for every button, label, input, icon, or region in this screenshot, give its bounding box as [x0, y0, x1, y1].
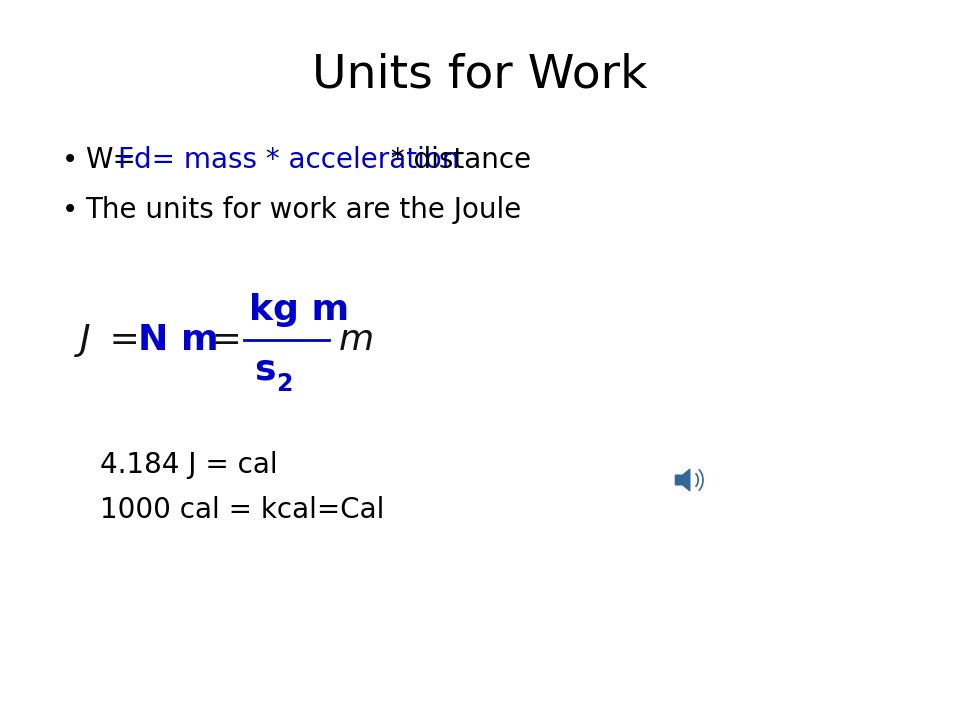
Text: N m: N m	[138, 323, 219, 357]
Text: Fd= mass * acceleration: Fd= mass * acceleration	[118, 146, 460, 174]
Text: kg m: kg m	[249, 293, 349, 327]
Text: * distance: * distance	[382, 146, 531, 174]
Polygon shape	[676, 469, 690, 491]
Text: Units for Work: Units for Work	[312, 52, 648, 97]
Text: 1000 cal = kcal=Cal: 1000 cal = kcal=Cal	[100, 496, 384, 524]
Text: =: =	[200, 323, 253, 357]
Text: J: J	[80, 323, 90, 357]
Text: •: •	[62, 146, 79, 174]
Text: m: m	[339, 323, 374, 357]
Text: =: =	[98, 323, 152, 357]
Text: s: s	[254, 353, 276, 387]
Text: W=: W=	[85, 146, 136, 174]
Text: 2: 2	[276, 372, 293, 396]
Text: 4.184 J = cal: 4.184 J = cal	[100, 451, 277, 479]
Text: •: •	[62, 196, 79, 224]
Text: The units for work are the Joule: The units for work are the Joule	[85, 196, 521, 224]
